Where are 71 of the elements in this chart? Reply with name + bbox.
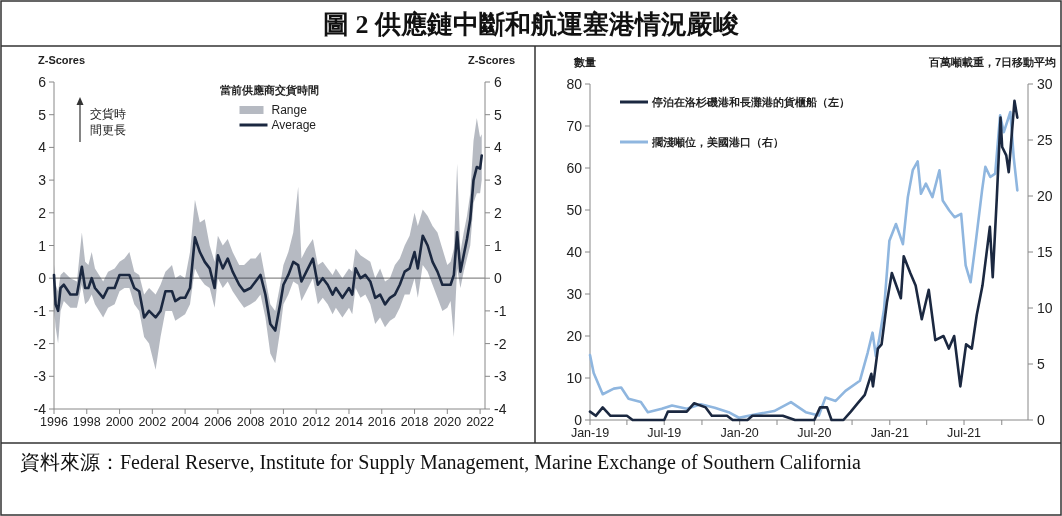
x-tick-label: Jul-21: [947, 426, 982, 440]
x-tick-label: 2006: [203, 415, 232, 429]
y2-tick-label: -1: [494, 302, 507, 319]
y-tick-label: -1: [33, 302, 47, 319]
y2-tick-label: 0: [1037, 412, 1045, 428]
annotation: Range: [271, 103, 308, 117]
legend-title: 當前供應商交貨時間: [220, 84, 319, 97]
y2-tick-label: 25: [1037, 132, 1053, 148]
y-tick-label: 0: [38, 270, 47, 287]
y-tick-label: -4: [33, 401, 47, 417]
legend-label: Average: [271, 118, 317, 132]
legend-label: 停泊在洛杉磯港和長灘港的貨櫃船（左）: [651, 96, 850, 109]
x-tick-label: 1998: [72, 415, 101, 429]
source-note: 資料來源：Federal Reserve, Institute for Supply Management, Marine Exchange of Southern California: [20, 450, 862, 476]
x-tick-label: 2012: [302, 415, 331, 429]
y2-tick-label: -4: [494, 401, 507, 417]
y2-tick-label: 3: [494, 172, 502, 189]
x-tick-label: Jan-19: [570, 426, 610, 440]
y-tick-label: 30: [566, 286, 583, 302]
x-tick-label: Jan-21: [870, 426, 909, 440]
y-tick-label: 1: [38, 237, 47, 254]
y-tick-label: 5: [38, 106, 47, 123]
x-tick-label: 2022: [466, 415, 495, 429]
y2-tick-label: 30: [1037, 76, 1053, 92]
y-tick-label: 6: [38, 74, 47, 90]
x-tick-label: Jul-19: [647, 426, 682, 440]
y2-tick-label: 5: [494, 106, 502, 123]
y-tick-label: 60: [566, 160, 583, 176]
line-series: [52, 154, 484, 332]
y2-tick-label: -3: [494, 368, 507, 385]
y-tick-label: -2: [33, 335, 47, 352]
y2-tick-label: 15: [1037, 244, 1053, 260]
y-tick-label: 40: [566, 244, 583, 260]
chart-title: 圖 2 供應鏈中斷和航運塞港情況嚴峻: [323, 10, 739, 39]
x-tick-label: 2002: [138, 415, 167, 429]
annotation: 交貨時間更長: [90, 107, 126, 137]
y2-tick-label: -2: [494, 335, 507, 352]
y-axis-title: 數量: [573, 56, 596, 68]
x-tick-label: 2018: [400, 415, 429, 429]
y2-axis-title: 百萬噸載重，7日移動平均: [927, 56, 1056, 69]
y-tick-label: 80: [566, 76, 583, 92]
y-tick-label: 2: [38, 204, 47, 221]
x-tick-label: 2010: [269, 415, 298, 429]
y2-tick-label: 0: [494, 270, 502, 287]
y2-tick-label: 20: [1037, 188, 1053, 204]
y-axis-title: Z-Scores: [38, 54, 86, 66]
y-tick-label: 0: [574, 412, 583, 428]
y2-tick-label: 2: [494, 204, 502, 221]
y-tick-label: 70: [566, 118, 583, 134]
x-tick-label: 2000: [105, 415, 134, 429]
y-tick-label: 10: [566, 370, 583, 386]
x-tick-label: 2016: [367, 415, 396, 429]
y-tick-label: 4: [38, 139, 47, 156]
y2-tick-label: 1: [494, 237, 502, 254]
y-tick-label: 3: [38, 172, 47, 189]
y2-axis-title: Z-Scores: [467, 54, 515, 66]
x-tick-label: Jan-20: [720, 426, 759, 440]
y2-tick-label: 4: [494, 139, 502, 156]
y-tick-label: -3: [33, 368, 47, 385]
y-tick-label: 50: [566, 202, 583, 218]
x-tick-label: 2004: [171, 415, 200, 429]
y2-tick-label: 10: [1037, 300, 1053, 316]
y2-tick-label: 5: [1037, 356, 1045, 372]
x-tick-label: 2014: [335, 415, 363, 429]
x-tick-label: 1996: [40, 415, 68, 429]
x-tick-label: 2008: [236, 415, 265, 429]
legend-label: 擱淺噸位，美國港口（右）: [651, 136, 784, 149]
y-tick-label: 20: [566, 328, 583, 344]
x-tick-label: Jul-20: [797, 426, 832, 440]
y2-tick-label: 6: [494, 74, 502, 90]
x-tick-label: 2020: [433, 415, 462, 429]
